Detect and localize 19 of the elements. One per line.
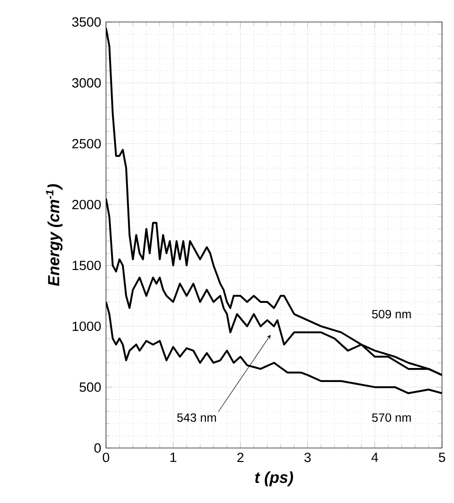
y-axis-title: Energy (cm$^{-1}$)	[46, 184, 62, 286]
x-tick-label: 3	[304, 452, 311, 462]
x-tick-label: 2	[237, 452, 244, 462]
x-tick-label: 1	[170, 452, 176, 462]
y-tick-label: 3000	[72, 78, 101, 88]
y-tick-label: 500	[80, 382, 101, 392]
y-tick-label: 2000	[72, 200, 101, 210]
text: 543 nm	[177, 413, 216, 422]
x-tick-label: 0	[102, 452, 110, 462]
series-label: 570 nm	[372, 413, 411, 422]
x-tick-label: 4	[371, 452, 378, 462]
y-tick-label: 1000	[72, 322, 101, 331]
y-tick-label: 2500	[72, 138, 101, 148]
y-tick-label: 0	[94, 443, 101, 453]
y-tick-label: 1500	[72, 260, 101, 270]
text: 509 nm	[372, 310, 411, 318]
x-tick-label: 5	[438, 452, 446, 462]
y-tick-label: 3500	[72, 17, 101, 27]
x-axis-title: t (ps)	[255, 471, 294, 486]
